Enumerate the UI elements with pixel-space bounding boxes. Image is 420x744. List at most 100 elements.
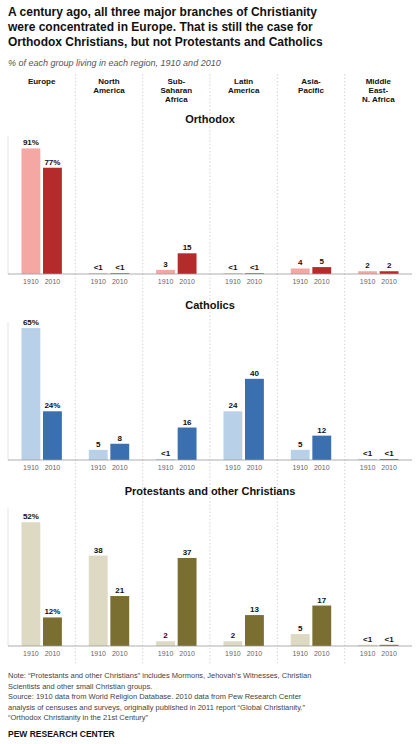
data-label: 38 bbox=[94, 546, 103, 555]
data-label: 21 bbox=[115, 586, 124, 595]
panel-title: Catholics bbox=[185, 299, 235, 311]
note: Scientists and other small Christian gro… bbox=[8, 682, 152, 691]
data-label: 40 bbox=[250, 369, 259, 378]
data-label: 37 bbox=[183, 548, 192, 557]
series-label: 1910 bbox=[23, 278, 39, 285]
bars bbox=[21, 148, 398, 274]
data-label: 24% bbox=[44, 401, 60, 410]
bar bbox=[178, 558, 197, 646]
panel-title: Protestants and other Christians bbox=[125, 485, 296, 497]
series-label: 2010 bbox=[247, 650, 263, 657]
bar bbox=[21, 328, 40, 460]
column-separator bbox=[210, 74, 211, 664]
data-label: 2 bbox=[387, 261, 392, 270]
bar bbox=[291, 268, 310, 274]
value-axis-line bbox=[8, 322, 9, 460]
data-label: 52% bbox=[23, 512, 39, 521]
bar bbox=[223, 411, 242, 460]
title: A century ago, all three major branches … bbox=[7, 5, 323, 49]
subtitle: % of each group living in each region, 1… bbox=[8, 58, 221, 68]
data-label: <1 bbox=[363, 449, 373, 458]
category-label: Asia-Pacific bbox=[298, 77, 324, 95]
bar bbox=[312, 436, 331, 460]
value-axis-line bbox=[8, 136, 9, 274]
data-label: 77% bbox=[44, 158, 60, 167]
data-label: <1 bbox=[385, 635, 395, 644]
series-label: 1910 bbox=[158, 278, 174, 285]
series-label: 2010 bbox=[314, 278, 330, 285]
column-separator bbox=[277, 74, 278, 664]
data-label: 13 bbox=[250, 605, 259, 614]
data-label: 15 bbox=[183, 243, 192, 252]
baseline bbox=[8, 646, 412, 647]
bars bbox=[21, 328, 398, 460]
bar bbox=[21, 522, 40, 646]
series-label: 2010 bbox=[112, 464, 128, 471]
data-label: 3 bbox=[163, 260, 168, 269]
data-label: 2 bbox=[231, 631, 236, 640]
series-label: 1910 bbox=[360, 650, 376, 657]
column-separator bbox=[142, 74, 143, 664]
bar bbox=[245, 379, 264, 460]
data-label: <1 bbox=[228, 263, 238, 272]
series-label: 1910 bbox=[23, 650, 39, 657]
category-label: LatinAmerica bbox=[228, 77, 260, 95]
series-label: 2010 bbox=[179, 650, 195, 657]
column-separator bbox=[75, 74, 76, 664]
series-label: 2010 bbox=[381, 278, 397, 285]
panel: Orthodox91%1910<1191031910<1191041910219… bbox=[8, 113, 412, 285]
baseline bbox=[8, 460, 412, 461]
series-label: 1910 bbox=[292, 650, 308, 657]
note: Note: “Protestants and other Christians”… bbox=[8, 671, 311, 680]
data-label: <1 bbox=[385, 449, 395, 458]
data-label: 5 bbox=[96, 440, 101, 449]
bar bbox=[89, 450, 108, 460]
series-label: 2010 bbox=[45, 464, 61, 471]
data-label: 5 bbox=[298, 624, 303, 633]
series-label: 1910 bbox=[158, 650, 174, 657]
bar bbox=[43, 617, 62, 646]
labels: 65%191051910<1191024191051910<1191024%20… bbox=[23, 318, 397, 471]
series-label: 1910 bbox=[90, 278, 106, 285]
bar bbox=[43, 411, 62, 460]
data-label: <1 bbox=[115, 263, 125, 272]
chart: A century ago, all three major branches … bbox=[0, 0, 420, 744]
data-label: 2 bbox=[365, 261, 370, 270]
panel: Protestants and other Christians 52% 1910 3… bbox=[8, 485, 412, 657]
category-label: Europe bbox=[28, 77, 56, 86]
value-axis-line bbox=[8, 508, 9, 646]
series-label: 2010 bbox=[314, 464, 330, 471]
data-label: 5 bbox=[320, 257, 325, 266]
bar bbox=[312, 267, 331, 274]
data-label: <1 bbox=[161, 449, 171, 458]
series-label: 2010 bbox=[112, 278, 128, 285]
data-label: <1 bbox=[250, 263, 260, 272]
data-label: 17 bbox=[317, 596, 326, 605]
series-label: 1910 bbox=[360, 278, 376, 285]
bar bbox=[312, 606, 331, 646]
data-label: <1 bbox=[363, 635, 373, 644]
series-label: 2010 bbox=[247, 278, 263, 285]
panel: Catholics 65%191051910<1191024191051910<1… bbox=[8, 299, 412, 471]
note: “Orthodox Christianity in the 21st Centu… bbox=[8, 713, 149, 722]
series-label: 2010 bbox=[112, 650, 128, 657]
bar bbox=[178, 253, 197, 274]
data-label: 16 bbox=[183, 418, 192, 427]
series-label: 2010 bbox=[179, 278, 195, 285]
data-label: 24 bbox=[228, 401, 237, 410]
data-label: 12 bbox=[317, 426, 326, 435]
category-label: MiddleEast-N. Africa bbox=[362, 77, 395, 104]
bar bbox=[21, 148, 40, 274]
bar bbox=[223, 641, 242, 646]
data-label: 65% bbox=[23, 318, 39, 327]
data-label: <1 bbox=[94, 263, 104, 272]
series-label: 2010 bbox=[314, 650, 330, 657]
data-label: 2 bbox=[163, 631, 168, 640]
data-label: 91% bbox=[23, 138, 39, 147]
bar bbox=[380, 271, 399, 274]
series-label: 2010 bbox=[381, 464, 397, 471]
bar bbox=[245, 615, 264, 646]
bar bbox=[110, 444, 129, 460]
source-label: PEW RESEARCH CENTER bbox=[8, 729, 115, 739]
bar bbox=[43, 168, 62, 274]
